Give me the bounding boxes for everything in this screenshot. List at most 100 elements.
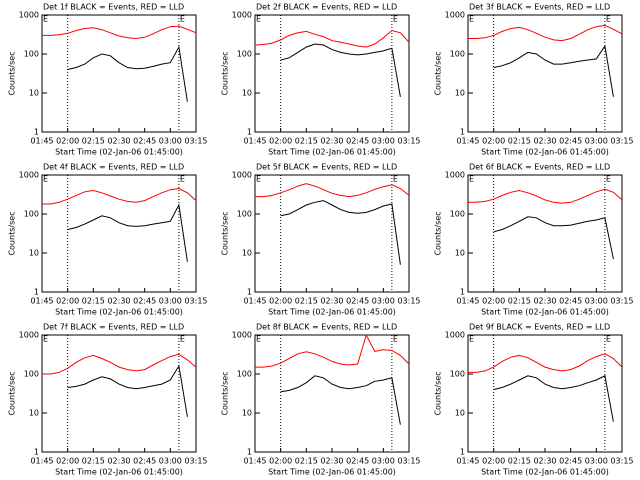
panel: Det 1f BLACK = Events, RED = LLD Counts/s…	[8, 3, 208, 157]
x-tick-label: 02:00	[482, 297, 505, 306]
y-tick-label: 100	[450, 50, 465, 59]
x-axis-label: Start Time (02-Jan-06 01:45:00)	[481, 148, 609, 157]
y-tick-label: 1000	[445, 11, 465, 20]
data-line	[468, 353, 622, 373]
annotation: E	[469, 335, 474, 344]
panel: Det 8f BLACK = Events, RED = LLD Counts/s…	[221, 323, 421, 477]
x-tick-label: 03:00	[585, 137, 608, 146]
plot-frame	[467, 334, 623, 453]
y-tick-label: 1000	[445, 171, 465, 180]
chart-title: Det 2f BLACK = Events, RED = LLD	[256, 3, 397, 12]
data-line	[468, 188, 622, 204]
y-axis-label: Counts/sec	[221, 51, 230, 95]
panel: Det 3f BLACK = Events, RED = LLD Counts/s…	[434, 3, 634, 157]
y-axis-label: Counts/sec	[221, 371, 230, 415]
annotation: E	[606, 335, 611, 344]
x-tick-label: 03:15	[397, 137, 420, 146]
y-tick-label: 1	[34, 288, 39, 297]
data-line	[67, 45, 188, 102]
x-tick-label: 03:15	[184, 457, 207, 466]
x-tick-label: 02:00	[269, 457, 292, 466]
data-line	[42, 353, 196, 375]
y-tick-label: 1	[247, 128, 252, 137]
data-line	[255, 29, 409, 48]
y-tick-label: 1000	[19, 11, 39, 20]
y-tick-label: 100	[450, 210, 465, 219]
annotation: E	[256, 335, 261, 344]
y-tick-label: 1000	[445, 331, 465, 340]
y-tick-label: 1	[34, 128, 39, 137]
annotation: E	[469, 175, 474, 184]
annotation: E	[393, 335, 398, 344]
data-line	[42, 25, 196, 40]
y-tick-label: 100	[24, 210, 39, 219]
x-tick-label: 02:00	[269, 297, 292, 306]
y-tick-label: 1000	[19, 171, 39, 180]
y-tick-label: 100	[237, 50, 252, 59]
x-tick-label: 02:00	[269, 137, 292, 146]
x-tick-label: 02:00	[56, 137, 79, 146]
plot-frame	[254, 14, 410, 133]
chart-title: Det 9f BLACK = Events, RED = LLD	[469, 323, 610, 332]
data-line	[280, 43, 401, 97]
plot-frame	[467, 174, 623, 293]
annotation: E	[43, 15, 48, 24]
chart-title: Det 5f BLACK = Events, RED = LLD	[256, 163, 397, 172]
annotation: E	[43, 335, 48, 344]
data-line	[493, 375, 614, 422]
x-tick-label: 01:45	[30, 297, 53, 306]
annotation: E	[43, 175, 48, 184]
panel: Det 6f BLACK = Events, RED = LLD Counts/s…	[434, 163, 634, 317]
annotation: E	[180, 335, 185, 344]
panel: Det 2f BLACK = Events, RED = LLD Counts/s…	[221, 3, 421, 157]
y-tick-label: 10	[242, 249, 252, 258]
y-tick-label: 10	[455, 89, 465, 98]
x-tick-label: 02:45	[133, 137, 156, 146]
panel: Det 7f BLACK = Events, RED = LLD Counts/s…	[8, 323, 208, 477]
y-tick-label: 1000	[232, 331, 252, 340]
x-tick-label: 02:45	[133, 457, 156, 466]
y-tick-label: 1	[34, 448, 39, 457]
y-tick-label: 100	[450, 370, 465, 379]
x-tick-label: 02:15	[82, 297, 105, 306]
y-axis-label: Counts/sec	[8, 211, 17, 255]
x-tick-label: 02:30	[533, 457, 556, 466]
x-tick-label: 02:45	[346, 137, 369, 146]
x-tick-label: 03:00	[372, 137, 395, 146]
annotation: E	[256, 15, 261, 24]
data-line	[255, 183, 409, 198]
x-tick-label: 02:15	[295, 137, 318, 146]
plot-frame	[41, 174, 197, 293]
annotation: E	[606, 15, 611, 24]
y-tick-label: 1000	[232, 171, 252, 180]
x-axis-label: Start Time (02-Jan-06 01:45:00)	[55, 468, 183, 477]
x-tick-label: 01:45	[456, 137, 479, 146]
plot-frame	[41, 14, 197, 133]
x-tick-label: 03:15	[610, 297, 633, 306]
y-axis-label: Counts/sec	[434, 371, 443, 415]
x-tick-label: 03:00	[585, 297, 608, 306]
data-line	[42, 187, 196, 205]
x-tick-label: 02:15	[82, 457, 105, 466]
y-axis-label: Counts/sec	[8, 371, 17, 415]
x-tick-label: 01:45	[243, 137, 266, 146]
x-tick-label: 03:15	[397, 457, 420, 466]
y-tick-label: 100	[237, 210, 252, 219]
x-tick-label: 01:45	[456, 297, 479, 306]
y-tick-label: 1	[460, 288, 465, 297]
data-line	[493, 216, 614, 260]
data-line	[280, 200, 401, 265]
x-tick-label: 03:00	[159, 297, 182, 306]
x-axis-label: Start Time (02-Jan-06 01:45:00)	[55, 148, 183, 157]
x-tick-label: 02:00	[482, 137, 505, 146]
x-tick-label: 02:15	[82, 137, 105, 146]
annotation: E	[393, 175, 398, 184]
x-tick-label: 02:30	[107, 137, 130, 146]
x-tick-label: 02:30	[533, 297, 556, 306]
x-tick-label: 03:15	[610, 457, 633, 466]
x-tick-label: 01:45	[30, 137, 53, 146]
y-tick-label: 1	[247, 288, 252, 297]
x-tick-label: 02:30	[320, 297, 343, 306]
y-tick-label: 10	[29, 409, 39, 418]
x-tick-label: 02:30	[107, 457, 130, 466]
